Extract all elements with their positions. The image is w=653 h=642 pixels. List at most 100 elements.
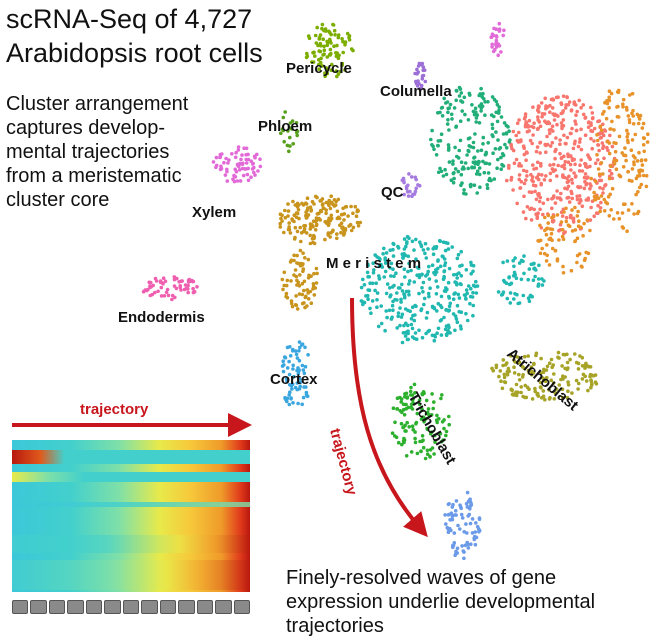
cell-point <box>404 289 409 294</box>
cell-point <box>607 176 612 181</box>
cell-point <box>614 167 619 171</box>
cell-point <box>583 161 587 166</box>
cell-point <box>584 181 589 186</box>
cell-point <box>408 309 413 314</box>
cell-point <box>517 130 521 135</box>
cell-point <box>568 131 573 136</box>
cell-point <box>561 175 565 179</box>
cell-point <box>540 246 544 251</box>
cell-point <box>299 239 303 244</box>
cell-point <box>281 359 286 364</box>
cell-point <box>640 126 645 130</box>
cell-point <box>412 382 417 387</box>
cell-point <box>602 209 607 213</box>
cell-point <box>553 248 558 253</box>
cell-point <box>550 197 554 201</box>
cell-point <box>556 163 560 168</box>
cell-point <box>576 224 581 228</box>
cell-point <box>625 135 629 139</box>
cell-point <box>402 436 406 441</box>
cell-point <box>282 230 286 235</box>
cell-point <box>432 305 437 310</box>
cell-point <box>368 306 372 311</box>
cell-point <box>451 171 456 176</box>
cell-point <box>148 285 152 290</box>
cell-point <box>300 402 305 407</box>
cell-point <box>637 185 642 190</box>
cell-point <box>482 97 486 101</box>
cell-point <box>563 186 567 191</box>
cell-point <box>513 292 517 296</box>
cell-point <box>551 112 555 116</box>
cell-point <box>291 363 296 368</box>
cell-point <box>631 114 635 118</box>
cell-point <box>595 153 599 157</box>
cell-point <box>278 221 283 226</box>
cell-point <box>582 175 587 180</box>
cell-point <box>404 402 408 407</box>
cell-point <box>436 143 440 148</box>
cell-point <box>571 216 576 221</box>
cell-point <box>561 207 566 212</box>
cell-point <box>548 103 552 108</box>
cell-point <box>296 261 301 266</box>
cell-point <box>522 271 526 276</box>
cell-point <box>312 293 317 297</box>
cell-point <box>295 129 300 134</box>
cell-point <box>612 217 616 221</box>
cell-point <box>326 233 331 237</box>
cell-point <box>403 307 408 311</box>
cell-point <box>597 172 602 176</box>
cell-point <box>479 109 483 113</box>
cell-point <box>413 430 417 434</box>
cell-point <box>458 119 463 123</box>
cell-point <box>340 63 344 67</box>
cell-point <box>457 148 462 153</box>
cell-point <box>165 287 170 292</box>
cell-point <box>536 115 540 119</box>
gene-expression-heatmap <box>12 440 250 592</box>
cell-point <box>583 256 587 261</box>
cell-point <box>509 144 514 148</box>
cell-point <box>379 304 384 308</box>
cell-point <box>374 281 379 286</box>
cell-point <box>195 285 199 289</box>
cell-point <box>430 128 434 133</box>
cell-point <box>297 284 302 288</box>
cell-point <box>366 263 370 268</box>
cell-point <box>428 431 433 436</box>
cell-point <box>475 113 480 117</box>
cell-point <box>294 121 299 125</box>
cell-point <box>414 257 418 262</box>
cell-point <box>236 148 241 152</box>
cell-point <box>304 385 308 389</box>
cell-point <box>483 113 487 117</box>
cell-point <box>526 296 531 301</box>
cell-point <box>644 174 649 178</box>
cell-point <box>602 197 607 202</box>
cell-point <box>170 297 174 302</box>
cell-point <box>569 268 574 273</box>
cell-point <box>475 284 480 288</box>
cell-point <box>298 248 303 253</box>
cell-point <box>370 299 375 303</box>
cell-point <box>485 186 490 190</box>
cell-point <box>407 236 411 241</box>
cell-point <box>405 337 410 342</box>
cell-point <box>325 55 330 59</box>
cell-point <box>494 130 498 134</box>
cell-point <box>635 112 640 117</box>
cell-point <box>465 318 470 323</box>
cell-point <box>442 269 447 273</box>
cell-point <box>287 225 291 229</box>
cell-point <box>522 181 527 186</box>
cell-point <box>383 261 388 265</box>
cell-point <box>599 161 604 165</box>
cell-point <box>531 133 535 137</box>
cell-point <box>292 273 296 277</box>
cell-point <box>566 152 570 156</box>
cell-point <box>191 286 195 291</box>
cell-point <box>550 215 554 220</box>
cell-point <box>288 390 292 395</box>
